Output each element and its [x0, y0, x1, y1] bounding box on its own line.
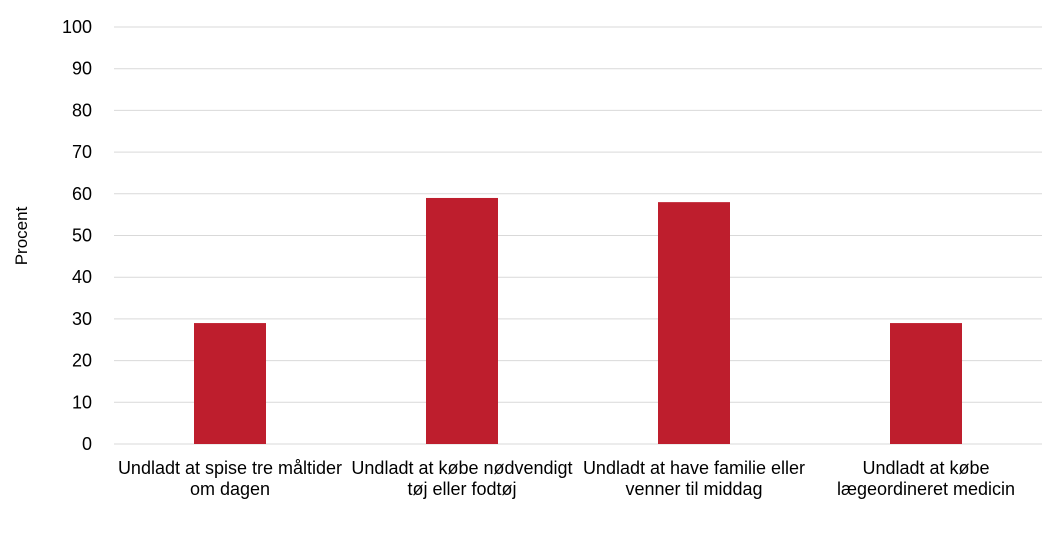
y-tick-label: 80 [72, 100, 92, 120]
y-tick-label: 0 [82, 434, 92, 454]
y-axis-label: Procent [12, 206, 31, 265]
x-tick-label: Undladt at spise tre måltider om dagen [117, 458, 343, 499]
y-tick-label: 60 [72, 184, 92, 204]
y-tick-label: 10 [72, 392, 92, 412]
y-tick-label: 30 [72, 309, 92, 329]
y-tick-label: 40 [72, 267, 92, 287]
y-tick-label: 50 [72, 226, 92, 246]
bar [426, 197, 498, 444]
y-tick-label: 20 [72, 351, 92, 371]
x-tick-label: Undladt at have familie eller venner til… [582, 458, 806, 499]
gridlines [114, 26, 1042, 445]
bar [658, 202, 730, 444]
y-axis-ticks: 0 10 20 30 40 50 60 70 80 90 100 [62, 17, 92, 454]
bars [194, 197, 962, 444]
bar [194, 323, 266, 444]
x-tick-label: Undladt at købe lægeordineret medicin [836, 458, 1016, 499]
bar [890, 323, 962, 444]
y-tick-label: 100 [62, 17, 92, 37]
y-tick-label: 70 [72, 142, 92, 162]
x-tick-label: Undladt at købe nødvendigt tøj eller fod… [351, 458, 573, 499]
y-tick-label: 90 [72, 59, 92, 79]
